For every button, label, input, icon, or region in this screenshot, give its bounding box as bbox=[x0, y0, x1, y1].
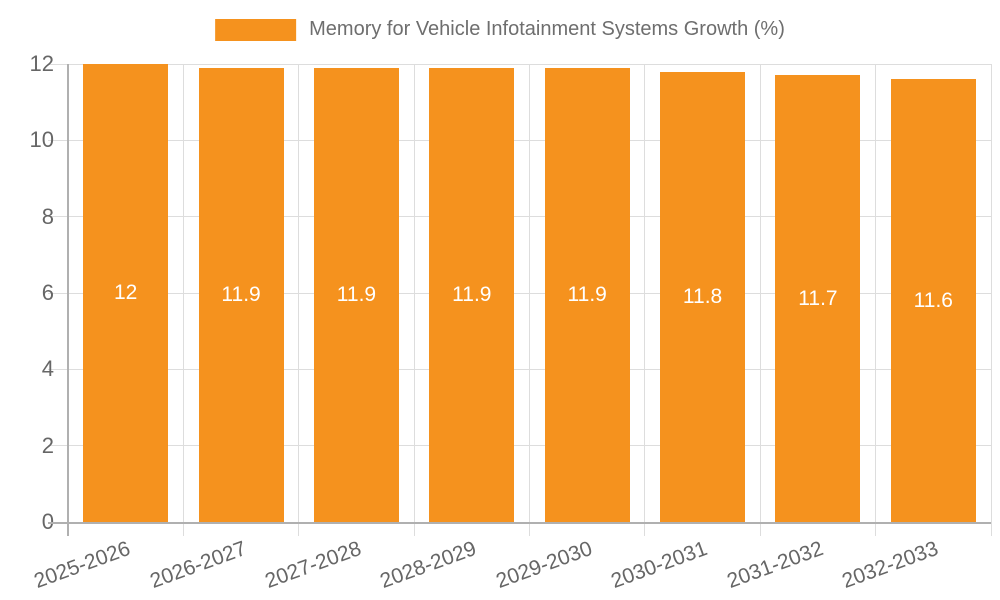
gridline-vertical bbox=[990, 64, 992, 536]
gridline-horizontal bbox=[48, 292, 991, 294]
gridline-vertical bbox=[413, 64, 415, 536]
bar[interactable] bbox=[83, 64, 169, 522]
bar-value-label: 11.6 bbox=[913, 288, 953, 312]
gridline-vertical bbox=[182, 64, 184, 536]
legend[interactable]: Memory for Vehicle Infotainment Systems … bbox=[215, 18, 785, 41]
gridline-horizontal bbox=[48, 368, 991, 370]
y-axis-tick-label: 6 bbox=[41, 280, 54, 305]
gridline-horizontal bbox=[48, 63, 991, 65]
bar-value-label: 11.9 bbox=[336, 282, 377, 306]
bar[interactable] bbox=[775, 75, 861, 522]
x-axis-tick-label: 2028-2029 bbox=[377, 537, 480, 593]
y-axis-tick-label: 12 bbox=[29, 51, 54, 76]
x-axis-line bbox=[48, 522, 991, 524]
x-axis-tick-label: 2030-2031 bbox=[608, 537, 711, 593]
x-axis-tick-label: 2025-2026 bbox=[31, 537, 134, 593]
gridline-vertical bbox=[875, 64, 877, 536]
gridline-horizontal bbox=[48, 216, 991, 218]
x-axis-tick-label: 2026-2027 bbox=[146, 537, 249, 593]
y-axis-tick-label: 0 bbox=[0, 510, 54, 534]
x-axis-tick-label: 2027-2028 bbox=[262, 537, 365, 593]
gridline-horizontal bbox=[48, 139, 991, 141]
y-axis-tick-label: 10 bbox=[29, 127, 54, 153]
bar-value-label: 12 bbox=[114, 281, 138, 304]
bar-value-label: 11.7 bbox=[798, 286, 838, 310]
y-axis-tick-label: 4 bbox=[41, 356, 54, 382]
x-axis-tick-label: 2029-2030 bbox=[492, 537, 596, 593]
gridline-horizontal bbox=[48, 445, 991, 447]
gridline-vertical bbox=[529, 64, 530, 536]
gridline-vertical bbox=[644, 64, 646, 536]
bar[interactable] bbox=[544, 67, 630, 522]
y-axis-tick-label: 8 bbox=[41, 203, 54, 229]
x-axis-tick-label: 2032-2033 bbox=[838, 537, 942, 593]
gridline-vertical bbox=[759, 64, 761, 536]
y-axis-line bbox=[67, 64, 69, 536]
bar[interactable] bbox=[660, 71, 746, 522]
bar-value-label: 11.9 bbox=[567, 282, 607, 306]
bar[interactable] bbox=[890, 79, 976, 522]
legend-swatch bbox=[215, 18, 297, 41]
bar[interactable] bbox=[313, 67, 399, 522]
x-axis-tick-label: 2031-2032 bbox=[723, 537, 826, 593]
legend-label: Memory for Vehicle Infotainment Systems … bbox=[309, 18, 785, 40]
bar-value-label: 11.9 bbox=[221, 282, 261, 306]
gridline-vertical bbox=[298, 64, 300, 536]
bar[interactable] bbox=[198, 67, 284, 522]
bar-value-label: 11.9 bbox=[452, 282, 492, 306]
bar-value-label: 11.8 bbox=[682, 284, 723, 308]
y-axis-tick-label: 2 bbox=[41, 432, 54, 458]
bar[interactable] bbox=[429, 67, 515, 522]
